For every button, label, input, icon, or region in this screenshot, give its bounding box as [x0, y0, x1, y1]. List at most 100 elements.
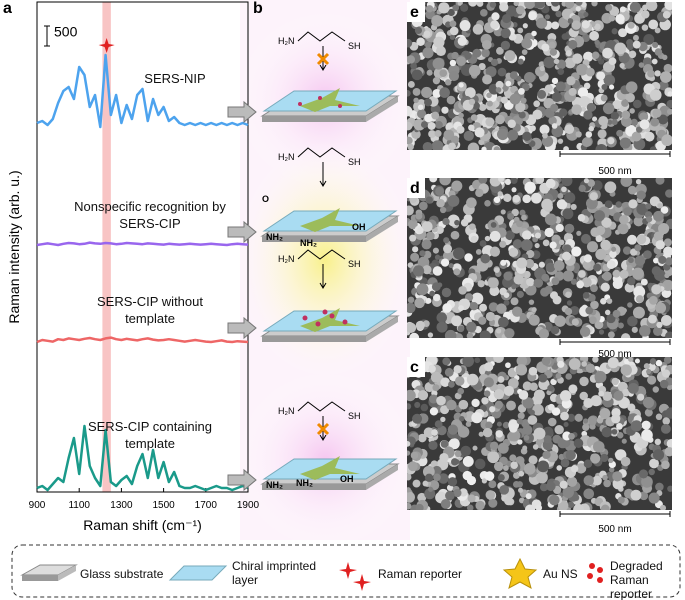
grain	[502, 421, 510, 429]
grain	[462, 357, 474, 367]
grain	[407, 38, 413, 48]
grain	[510, 297, 519, 306]
grain	[513, 274, 524, 285]
x-tick-label: 1300	[110, 500, 133, 511]
grain	[410, 252, 420, 262]
grain	[526, 277, 535, 287]
grain	[549, 494, 560, 506]
grain	[648, 468, 655, 476]
grain	[427, 332, 434, 338]
grain	[562, 486, 574, 499]
degraded-reporter	[322, 309, 328, 315]
grain	[538, 261, 545, 268]
grain	[509, 93, 521, 105]
grain	[619, 137, 631, 149]
grain	[432, 88, 442, 98]
sem-grains	[407, 357, 672, 510]
grain	[516, 357, 528, 367]
grain	[627, 403, 636, 412]
grain	[581, 137, 592, 148]
arrow	[227, 468, 257, 492]
grain	[516, 418, 523, 425]
grain	[595, 225, 606, 236]
grain	[424, 473, 434, 482]
legend-item: Au NS	[543, 567, 578, 581]
grain	[604, 181, 617, 194]
grain	[551, 123, 558, 129]
grain	[551, 21, 560, 30]
grain	[627, 234, 637, 245]
grain	[440, 377, 450, 387]
grain	[533, 100, 541, 108]
grain	[600, 298, 607, 305]
grain	[570, 203, 577, 211]
grain	[424, 488, 436, 500]
grain	[407, 136, 413, 145]
grain	[518, 87, 525, 95]
grain	[503, 193, 512, 203]
grain	[603, 479, 611, 488]
grain	[533, 389, 545, 401]
grain	[472, 48, 482, 58]
arrow	[227, 316, 257, 340]
grain	[505, 5, 517, 17]
grain	[462, 470, 472, 481]
x-axis-label: Raman shift (cm⁻¹)	[83, 517, 202, 533]
grain	[582, 260, 591, 269]
grain	[495, 87, 502, 93]
grain	[561, 186, 567, 193]
grain	[443, 244, 453, 254]
grain	[497, 191, 503, 197]
grain	[407, 450, 411, 456]
grain	[554, 315, 566, 327]
grain	[649, 458, 659, 469]
grain	[647, 375, 657, 385]
grain	[575, 6, 581, 12]
grain	[660, 206, 669, 214]
grain	[583, 397, 594, 409]
grain	[432, 57, 445, 70]
grain	[448, 380, 455, 388]
grain	[412, 87, 421, 96]
grain	[525, 493, 532, 500]
grain	[655, 359, 663, 367]
grain	[560, 411, 569, 421]
legend-item: Chiral imprinted layer	[232, 559, 317, 587]
grain	[493, 196, 501, 204]
grain	[418, 201, 428, 211]
grain	[559, 108, 568, 117]
grain	[407, 502, 412, 510]
grain	[478, 178, 488, 184]
grain	[505, 80, 512, 87]
grain	[641, 475, 653, 488]
grain	[451, 180, 463, 192]
grain	[583, 11, 589, 18]
grain	[633, 285, 646, 298]
grain	[592, 357, 599, 363]
grain	[478, 316, 487, 325]
grain	[511, 187, 517, 193]
grain	[601, 426, 613, 438]
grain	[545, 481, 556, 492]
grain	[621, 99, 629, 107]
grain	[649, 146, 658, 150]
grain	[493, 357, 504, 363]
grain	[655, 302, 667, 314]
grain	[644, 408, 653, 417]
grain	[578, 184, 586, 193]
grain	[470, 235, 478, 243]
grain	[460, 218, 469, 227]
grain	[439, 69, 448, 77]
grain	[539, 124, 550, 135]
grain	[442, 303, 452, 313]
grain	[481, 397, 489, 405]
grain	[544, 84, 553, 93]
grain	[614, 42, 627, 55]
grain	[428, 394, 438, 404]
grain	[620, 333, 631, 338]
grain	[502, 14, 512, 24]
grain	[448, 142, 456, 150]
grain	[507, 213, 515, 220]
grain	[489, 2, 497, 8]
spectrum	[36, 336, 249, 344]
